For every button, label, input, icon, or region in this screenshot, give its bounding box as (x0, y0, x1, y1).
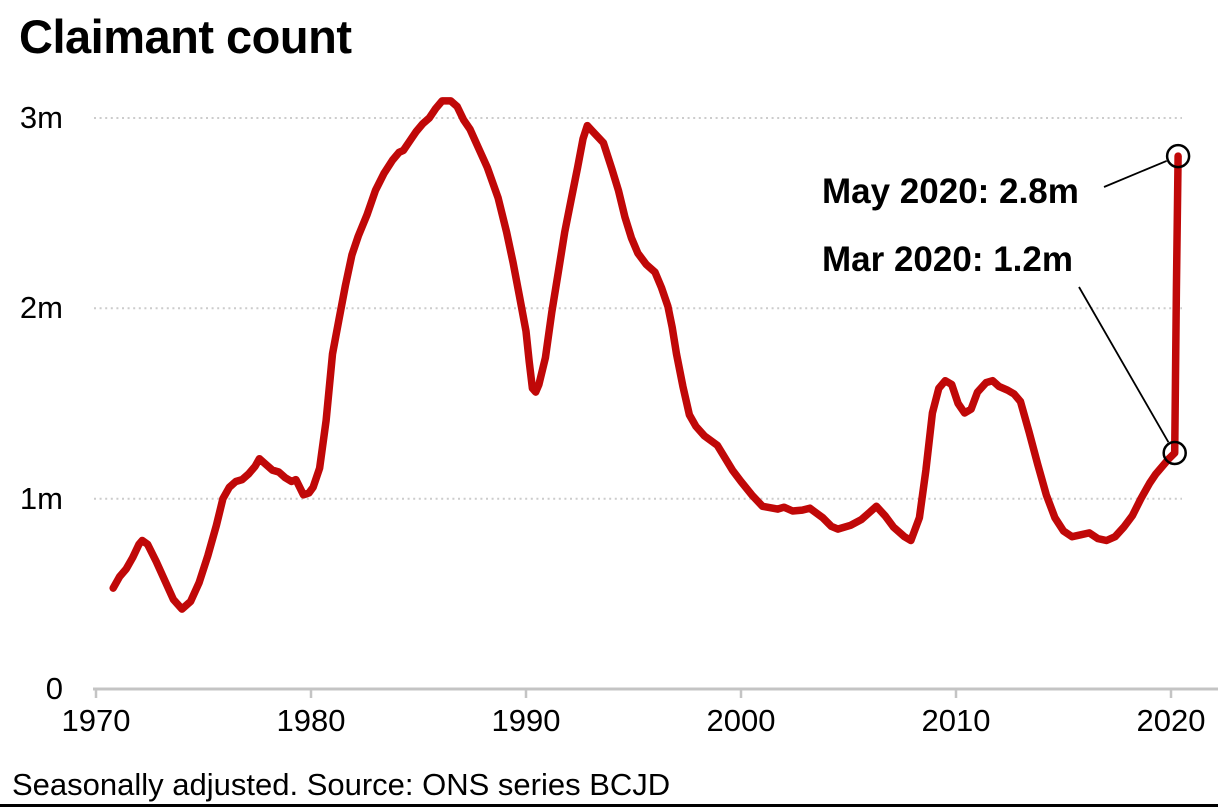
annotation-leader-mar (1078, 286, 1170, 443)
annotation-may-2020: May 2020: 2.8m (822, 172, 1079, 211)
x-tick-label-1970: 1970 (61, 703, 131, 738)
chart-title: Claimant count (19, 10, 352, 63)
x-tick-label-2020: 2020 (1136, 703, 1206, 738)
source-note: Seasonally adjusted. Source: ONS series … (12, 767, 671, 802)
x-tick-label-2000: 2000 (706, 703, 776, 738)
annotation-mar-2020: Mar 2020: 1.2m (822, 240, 1073, 279)
annotation-marker-mar (1162, 440, 1187, 466)
x-tick-label-2010: 2010 (921, 703, 991, 738)
x-tick-label-1990: 1990 (491, 703, 561, 738)
claimant-count-line (109, 97, 1182, 613)
annotation-leader-may (1103, 160, 1167, 188)
bottom-border (0, 804, 1218, 807)
annotation-marker-may (1165, 143, 1191, 169)
y-tick-label-2m: 2m (19, 290, 63, 326)
y-tick-label-0: 0 (45, 671, 63, 706)
x-tick-label-1980: 1980 (276, 703, 346, 738)
y-tick-label-3m: 3m (19, 100, 63, 135)
y-tick-label-1m: 1m (19, 480, 63, 516)
